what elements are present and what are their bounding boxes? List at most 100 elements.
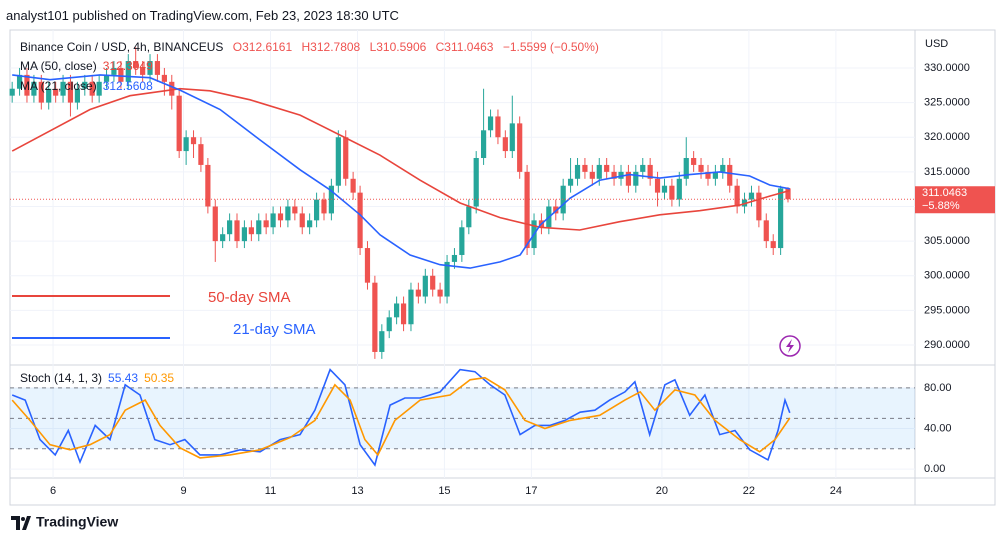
legend-value: 312.5608 <box>102 79 153 93</box>
ohlc: O312.6161 <box>232 40 293 54</box>
x-tick-label: 13 <box>351 485 363 497</box>
candle-body <box>487 116 494 131</box>
candle-body <box>712 171 718 179</box>
candle-body <box>53 88 59 96</box>
candle-body <box>277 213 284 221</box>
candle-body <box>183 137 189 152</box>
candle-body <box>444 261 450 297</box>
legend-item: MA (50, close) 312.3049 <box>20 59 159 73</box>
y-tick-label: 315.0000 <box>924 166 970 178</box>
header: analyst101 published on TradingView.com,… <box>6 8 399 23</box>
y-tick-label: 80.00 <box>924 382 952 394</box>
candle-body <box>350 178 356 193</box>
candle-body <box>618 171 624 179</box>
candle-body <box>654 178 661 193</box>
candle-body <box>241 227 248 242</box>
candle-body <box>415 289 421 297</box>
legend-value: 55.43 <box>108 371 139 385</box>
candle-body <box>111 67 117 75</box>
symbol-legend: Binance Coin / USD, 4h, BINANCEUS O312.6… <box>20 40 605 54</box>
candle-body <box>270 213 276 228</box>
candle-body <box>343 137 349 179</box>
candle-body <box>321 199 327 214</box>
candle-body <box>778 188 784 249</box>
legend-name: MA (21, close) <box>20 79 97 93</box>
candle-body <box>748 192 755 200</box>
candle-body <box>647 164 653 179</box>
candle-body <box>770 241 776 249</box>
candle-body <box>676 178 682 200</box>
candle-body <box>633 171 639 186</box>
candle-body <box>473 158 479 207</box>
ohlc: C311.0463 <box>435 40 494 54</box>
y-tick-label: 325.0000 <box>924 96 970 108</box>
y-tick-label: 295.0000 <box>924 304 970 316</box>
candle-body <box>582 164 588 172</box>
candle-body <box>451 254 458 262</box>
candle-body <box>60 81 66 96</box>
ohlc: −1.5599 (−0.50%) <box>502 40 599 54</box>
annotation: 50-day SMA <box>208 289 291 306</box>
legend-value: 50.35 <box>144 371 175 385</box>
candle-body <box>567 178 574 186</box>
stoch-legend: Stoch (14, 1, 3) 55.43 50.35 <box>20 371 180 385</box>
candle-body <box>147 61 153 75</box>
candle-body <box>574 164 581 179</box>
candle-body <box>691 158 697 165</box>
candle-body <box>495 116 501 138</box>
candle-body <box>394 303 400 318</box>
x-tick-label: 15 <box>438 485 450 497</box>
candle-body <box>285 206 291 221</box>
candle-body <box>248 227 254 235</box>
candle-body <box>161 74 167 82</box>
candle-body <box>517 123 523 172</box>
candle-body <box>604 164 610 172</box>
candle-body <box>169 81 175 96</box>
candle-body <box>16 74 23 89</box>
candle-body <box>625 171 632 186</box>
candle-body <box>524 171 530 249</box>
candle-body <box>640 164 646 172</box>
y-tick-label: 290.0000 <box>924 339 970 351</box>
candle-body <box>234 220 240 242</box>
candle-body <box>256 220 262 235</box>
x-tick-label: 20 <box>656 485 668 497</box>
candle-body <box>422 275 428 297</box>
candle-body <box>24 74 30 96</box>
candle-body <box>669 185 675 200</box>
y-tick-label: 0.00 <box>924 463 945 475</box>
candle-body <box>763 220 769 242</box>
candle-body <box>133 61 139 68</box>
candle-body <box>705 171 711 179</box>
candle-body <box>459 227 465 255</box>
indicator-name: Stoch (14, 1, 3) <box>20 371 103 385</box>
y-tick-label: 40.00 <box>924 422 952 434</box>
candle-body <box>9 88 15 96</box>
candle-body <box>176 95 182 152</box>
candle-body <box>335 137 341 186</box>
series-line <box>11 376 791 459</box>
price-tag-change: −5.88% <box>922 200 960 212</box>
ohlc: H312.7808 <box>301 40 361 54</box>
y-tick-label: 305.0000 <box>924 235 970 247</box>
candle-body <box>205 164 211 207</box>
candle-body <box>727 164 733 186</box>
logo <box>11 516 31 530</box>
candle-body <box>480 130 487 159</box>
candle-body <box>46 88 52 103</box>
candle-body <box>154 61 161 75</box>
price-tag-value: 311.0463 <box>922 187 967 199</box>
candle-body <box>734 185 740 207</box>
candle-body <box>408 289 414 325</box>
icon <box>779 335 801 357</box>
y-tick-label: 330.0000 <box>924 62 970 74</box>
series-line <box>12 74 790 269</box>
price-tag <box>915 186 995 214</box>
annotation: 21-day SMA <box>233 321 316 338</box>
candle-body <box>307 220 313 228</box>
candle-body <box>683 158 689 179</box>
candle-body <box>103 74 110 82</box>
candle-body <box>466 206 472 228</box>
